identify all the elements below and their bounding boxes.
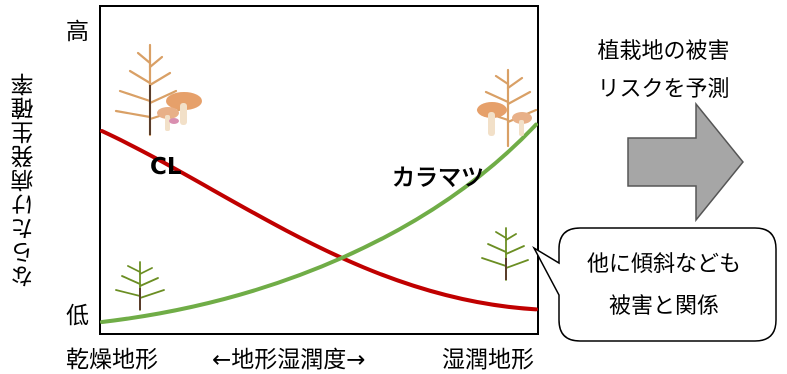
callout-line1: 他に傾斜なども bbox=[586, 252, 741, 277]
x-axis-left-label: 乾燥地形 bbox=[66, 347, 158, 373]
speech-bubble bbox=[532, 227, 777, 342]
y-axis-high-label: 高 bbox=[66, 19, 89, 45]
infected-tree-mushroom-icon bbox=[114, 43, 202, 137]
right-arrow-icon bbox=[627, 101, 744, 223]
larch-series-label: カラマツ bbox=[392, 165, 484, 191]
callout-line2: 被害と関係 bbox=[608, 294, 719, 319]
cl-risk-curve bbox=[100, 129, 538, 312]
healthy-sapling-icon bbox=[115, 261, 165, 311]
healthy-sapling-icon bbox=[481, 227, 529, 281]
x-axis-right-label: 湿潤地形 bbox=[442, 347, 534, 373]
arrow-note-line2: リスクを予測 bbox=[597, 77, 730, 102]
arrow-note-line1: 植栽地の被害 bbox=[597, 39, 730, 64]
cl-series-label: CL bbox=[150, 154, 182, 180]
y-axis-label: ならたけ病発生確率 bbox=[12, 72, 38, 288]
infected-tree-mushroom-icon bbox=[476, 68, 538, 148]
y-axis-low-label: 低 bbox=[66, 303, 89, 329]
x-axis-label: ←地形湿潤度→ bbox=[212, 347, 366, 373]
larch-risk-curve bbox=[100, 122, 538, 324]
